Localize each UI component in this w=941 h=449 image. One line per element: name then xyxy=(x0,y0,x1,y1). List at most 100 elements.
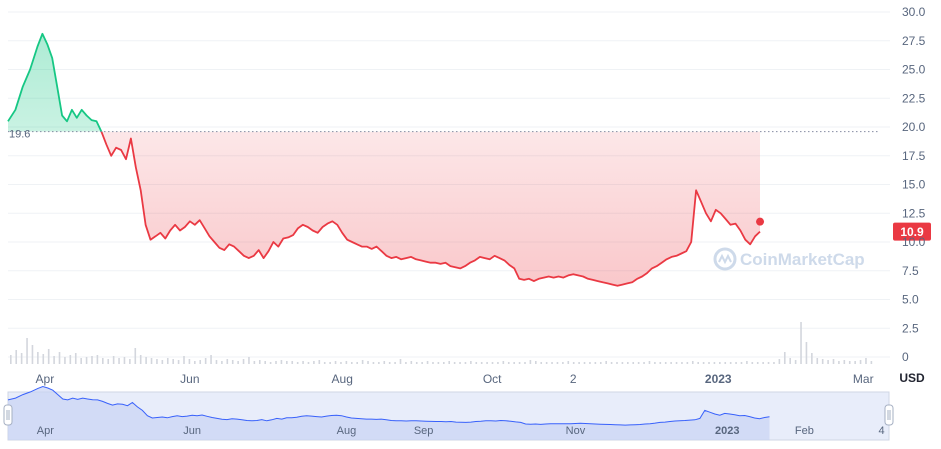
volume-bar xyxy=(264,361,266,364)
volume-bar xyxy=(188,359,191,364)
volume-bar xyxy=(394,362,396,364)
volume-bar xyxy=(10,355,12,364)
volume-bar xyxy=(415,362,418,364)
volume-bar xyxy=(204,358,207,364)
volume-bar xyxy=(372,362,375,364)
volume-bar xyxy=(599,362,602,364)
volume-bar xyxy=(832,359,835,364)
volume-bar xyxy=(388,362,391,364)
volume-bar xyxy=(794,360,797,364)
volume-bar xyxy=(637,362,640,364)
price-line-below xyxy=(100,131,761,287)
volume-bar xyxy=(751,362,754,364)
volume-bar xyxy=(237,361,239,364)
volume-bar xyxy=(654,362,656,364)
volume-bar xyxy=(112,356,115,364)
volume-bar xyxy=(735,362,737,364)
volume-bar xyxy=(334,361,337,364)
y-tick-label: 15.0 xyxy=(902,178,926,192)
volume-bar xyxy=(91,356,93,364)
volume-bar xyxy=(313,361,315,364)
volume-bar xyxy=(535,361,537,364)
volume-bar xyxy=(691,361,694,364)
volume-bar xyxy=(443,362,445,364)
volume-bar xyxy=(616,362,618,364)
volume-bar xyxy=(410,361,413,364)
volume-bar xyxy=(719,362,721,364)
volume-bar xyxy=(724,362,727,364)
volume-bar xyxy=(865,358,867,364)
volume-bar xyxy=(69,355,72,364)
volume-bar xyxy=(85,357,88,364)
volume-bar xyxy=(702,362,705,364)
navigator-tick-label: Nov xyxy=(566,425,586,437)
volume-bar xyxy=(53,356,55,364)
navigator-right-handle[interactable] xyxy=(884,404,894,426)
price-lines xyxy=(7,32,761,287)
volume-bar xyxy=(464,362,467,364)
volume-bar xyxy=(740,362,743,364)
x-tick-label: 2 xyxy=(570,372,577,386)
volume-bar xyxy=(307,362,310,364)
volume-bars xyxy=(10,322,873,364)
area-below-reference xyxy=(101,131,760,286)
volume-bar xyxy=(134,348,137,364)
volume-bar xyxy=(578,362,580,364)
volume-bar xyxy=(107,359,110,364)
volume-bar xyxy=(643,362,645,364)
volume-bar xyxy=(816,358,819,364)
volume-bar xyxy=(156,359,158,364)
volume-bar xyxy=(248,357,250,364)
reference-line: 19.6 10.9 xyxy=(8,129,931,241)
volume-bar xyxy=(199,360,202,364)
volume-bar xyxy=(42,354,45,364)
volume-bar xyxy=(627,362,629,364)
volume-bar xyxy=(453,362,456,364)
volume-bar xyxy=(421,362,423,364)
volume-bar xyxy=(221,361,223,364)
range-navigator[interactable]: Apr Jun Aug Sep Nov 2023 Feb 4 xyxy=(3,385,894,441)
x-tick-label: Mar xyxy=(853,372,874,386)
volume-bar xyxy=(681,362,683,364)
volume-bar xyxy=(80,358,82,364)
volume-bar xyxy=(459,362,461,364)
navigator-area xyxy=(8,386,770,440)
volume-bar xyxy=(47,349,50,364)
volume-bar xyxy=(545,362,548,364)
volume-bar xyxy=(161,360,164,364)
navigator-tick-label: Jun xyxy=(183,425,201,437)
volume-bar xyxy=(556,362,559,364)
volume-bar xyxy=(859,360,862,364)
navigator-line xyxy=(7,385,770,426)
volume-bar xyxy=(302,361,304,364)
volume-bar xyxy=(172,359,174,364)
volume-bar xyxy=(269,362,272,364)
volume-bar xyxy=(177,360,180,364)
volume-bar xyxy=(437,362,440,364)
volume-bar xyxy=(26,338,28,364)
volume-bar xyxy=(475,362,478,364)
volume-bar xyxy=(378,362,380,364)
volume-bar xyxy=(562,362,564,364)
volume-bar xyxy=(540,362,543,364)
x-axis: Apr Jun Aug Oct 2 2023 Mar xyxy=(36,372,874,386)
price-areas xyxy=(8,33,760,286)
volume-bar xyxy=(513,362,515,364)
y-tick-label: 7.5 xyxy=(902,264,919,278)
volume-bar xyxy=(361,360,364,364)
volume-bar xyxy=(783,352,786,364)
volume-bar xyxy=(746,361,748,364)
volume-bar xyxy=(756,362,759,364)
volume-bar xyxy=(323,362,326,364)
volume-bar xyxy=(605,361,607,364)
volume-bar xyxy=(664,362,667,364)
area-above-reference xyxy=(8,33,760,132)
volume-bar xyxy=(318,360,321,364)
volume-bar xyxy=(64,357,66,364)
volume-bar xyxy=(329,362,331,364)
volume-bar xyxy=(383,361,386,364)
currency-unit: USD xyxy=(899,371,925,385)
last-price-dot xyxy=(756,217,765,226)
navigator-left-handle[interactable] xyxy=(3,404,13,426)
